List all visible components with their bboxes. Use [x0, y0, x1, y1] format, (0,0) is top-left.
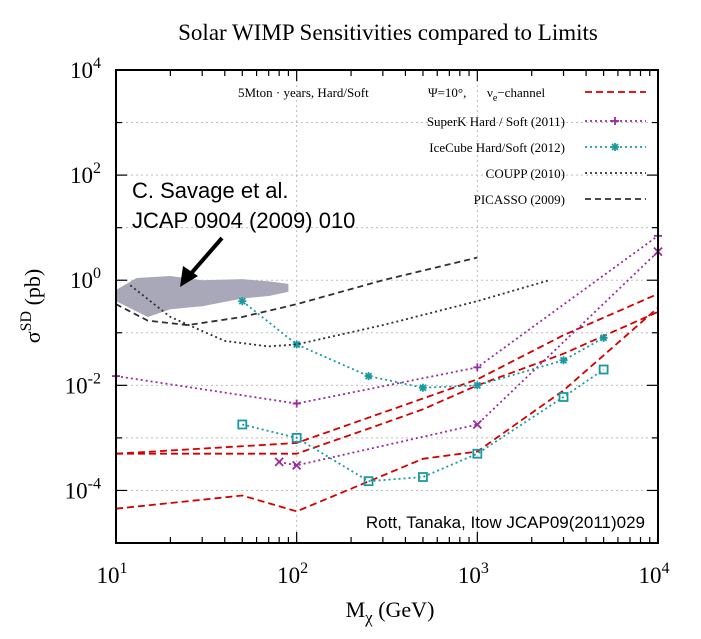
y-axis-label-unit: (pb)	[20, 269, 45, 311]
savage-region	[116, 276, 289, 317]
plot-frame	[115, 69, 659, 544]
y-tick-label-exp: -4	[88, 475, 101, 492]
x-tick-label: 102	[277, 560, 308, 588]
y-tick-label-base: 10	[70, 268, 93, 293]
legend-label: IceCube Hard/Soft (2012)	[429, 140, 565, 155]
legend-label: COUPP (2010)	[486, 166, 565, 181]
y-axis-label-main: σ	[20, 331, 45, 343]
x-axis-label-unit: (GeV)	[373, 597, 435, 622]
y-tick-label-exp: 0	[93, 265, 101, 282]
legend-label: SuperK Hard / Soft (2011)	[427, 114, 565, 129]
data-point-square	[237, 419, 248, 430]
x-tick-label-base: 10	[639, 563, 662, 588]
x-axis-label-main: M	[346, 597, 366, 622]
region-layer	[116, 276, 289, 317]
x-tick-label-exp: 1	[120, 560, 128, 577]
savage-label-line1: C. Savage et al.	[132, 178, 289, 203]
data-point-star-b	[473, 381, 481, 389]
x-tick-label-base: 10	[97, 563, 120, 588]
x-tick-label-exp: 2	[300, 560, 308, 577]
savage-label-line2: JCAP 0904 (2009) 010	[132, 208, 355, 233]
legend-header-part1: 5Mton · years, Hard/Soft	[238, 85, 369, 100]
y-tick-label-base: 10	[70, 58, 93, 83]
x-tick-label-base: 10	[277, 563, 300, 588]
data-point-star-b	[419, 384, 427, 392]
data-point-star-b	[238, 297, 246, 305]
legend: 5Mton · years, Hard/Soft Ψ=10°, νe−chann…	[238, 85, 646, 207]
savage-arrow-head	[180, 266, 198, 287]
legend-label: PICASSO (2009)	[474, 192, 565, 207]
y-tick-label-base: 10	[65, 478, 88, 503]
x-tick-label: 103	[458, 560, 489, 588]
x-axis-label-sub: χ	[364, 608, 373, 627]
y-tick-label: 102	[70, 160, 101, 188]
data-point-square	[363, 476, 374, 487]
x-tick-label: 101	[97, 560, 128, 588]
y-axis-label: σSD (pb)	[18, 269, 45, 343]
y-tick-label: 100	[70, 265, 101, 293]
y-tick-label-base: 10	[70, 163, 93, 188]
y-tick-label: 104	[70, 55, 101, 83]
x-tick-label-exp: 4	[662, 560, 670, 577]
data-point-square	[558, 392, 569, 402]
data-point-square	[291, 432, 302, 443]
y-tick-label-base: 10	[65, 373, 88, 398]
y-tick-label: 10-2	[65, 370, 101, 398]
legend-channel: −channel	[497, 85, 545, 100]
legend-nu-sub: e	[493, 93, 498, 104]
x-tick-label: 104	[639, 560, 670, 588]
y-tick-label: 10-4	[65, 475, 101, 503]
series-line-icecube_soft	[242, 368, 605, 483]
data-point-cross-b	[472, 419, 482, 430]
data-point-star-b	[364, 372, 373, 380]
series-line-superk_hard	[115, 235, 659, 405]
legend-header-part3: νe−channel	[487, 85, 545, 104]
data-point-star-b	[293, 340, 301, 349]
legend-nu: ν	[487, 85, 493, 100]
y-tick-label-exp: 4	[93, 55, 101, 72]
y-axis-label-sup: SD	[18, 311, 35, 331]
data-point-square	[472, 448, 483, 459]
series-line-coupp	[129, 279, 550, 348]
data-point-cross-b	[274, 457, 284, 467]
chart-title: Solar WIMP Sensitivities compared to Lim…	[178, 20, 598, 45]
savage-arrow-shaft	[186, 236, 224, 279]
y-tick-label-exp: 2	[93, 160, 101, 177]
data-point-cross-b	[292, 460, 302, 471]
x-tick-label-exp: 3	[481, 560, 489, 577]
x-axis-label: Mχ (GeV)	[346, 597, 435, 627]
y-tick-label-exp: -2	[88, 370, 101, 387]
data-point-star-b	[599, 334, 608, 342]
series-line-superk_soft	[278, 250, 659, 467]
data-point-square	[418, 472, 428, 482]
data-point-square	[598, 364, 609, 375]
series-line-picasso	[115, 256, 478, 327]
series-line-sensitivity_mid	[116, 311, 659, 455]
series-line-sensitivity_hard	[115, 293, 659, 455]
legend-header-part2: Ψ=10°,	[428, 85, 466, 100]
credit-label: Rott, Tanaka, Itow JCAP09(2011)029	[366, 513, 645, 532]
data-point-star-b	[611, 143, 619, 151]
data-point-star-b	[559, 356, 568, 364]
x-tick-label-base: 10	[458, 563, 481, 588]
series-line-sensitivity_soft	[115, 307, 659, 513]
